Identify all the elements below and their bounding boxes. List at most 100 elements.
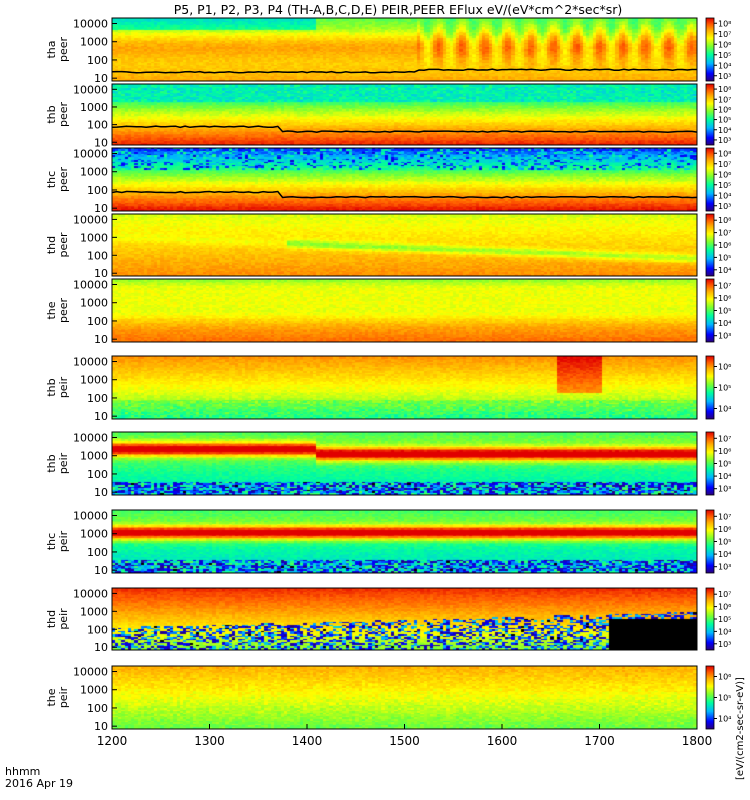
spectrogram-thd-peir [112, 588, 697, 650]
panel-label-thb-peir-2: thbpeir [45, 452, 70, 474]
panel-frame-thb-peir [111, 355, 698, 420]
panel-label-the-peer: thepeer [45, 298, 70, 324]
spectrogram-the-peer [112, 279, 697, 342]
colorbar-tick-label-thc-peir-2: 10⁵ [718, 538, 731, 547]
colorbar-tick-label-tha-peer-2: 10⁵ [718, 51, 731, 60]
panel-frame-thb-peir-2 [111, 431, 698, 496]
y-tick-label-thb-peir-10: 10 [94, 410, 108, 423]
y-tick-label-thb-peir-2-10000: 10000 [73, 431, 108, 444]
y-tick-label-the-peer-10: 10 [94, 333, 108, 346]
colorbar-tick-label-thb-peir-2-0: 10³ [718, 485, 731, 494]
colorbar-tick-label-thd-peir-0: 10³ [718, 640, 731, 649]
colorbar-tha-peer [705, 17, 715, 82]
spectrogram-thc-peer [112, 148, 697, 211]
y-tick-label-thc-peer-10: 10 [94, 202, 108, 215]
y-tick-label-thd-peir-1000: 1000 [80, 605, 108, 618]
spectrogram-thb-peer [112, 84, 697, 145]
x-axis: 1200 1300 1400 1500 1600 1700 1800 [97, 724, 713, 748]
y-tick-label-thd-peir-10000: 10000 [73, 587, 108, 600]
colorbar-thb-peer [705, 83, 715, 146]
colorbar-tick-label-thb-peer-0: 10³ [718, 136, 731, 145]
colorbar-tick-label-the-peer-0: 10³ [718, 332, 731, 341]
panel-label-tha-peer: thapeer [45, 37, 70, 63]
colorbar-tick-label-thb-peir-1: 10⁵ [718, 384, 731, 393]
y-tick-label-the-peir-10: 10 [94, 720, 108, 733]
colorbar-tick-label-thb-peer-4: 10⁷ [718, 95, 731, 104]
colorbar-tick-label-thc-peir-3: 10⁶ [718, 525, 731, 534]
colorbar-the-peir [705, 665, 715, 730]
y-tick-label-thd-peer-10: 10 [94, 267, 108, 280]
panel-label-the-peir: thepeir [45, 686, 70, 708]
y-tick-label-thb-peir-2-1000: 1000 [80, 450, 108, 463]
x-tick-label-1800: 1800 [682, 734, 713, 748]
y-tick-label-tha-peer-1000: 1000 [80, 36, 108, 49]
colorbar-tick-label-thb-peir-2-2: 10⁵ [718, 460, 731, 469]
colorbar-tick-label-thb-peir-0: 10⁴ [718, 405, 731, 414]
colorbar-tick-label-thc-peer-0: 10³ [718, 202, 731, 211]
colorbar-tick-label-thb-peer-5: 10⁸ [718, 85, 731, 94]
colorbar-thd-peir [705, 587, 715, 651]
y-tick-label-thb-peir-100: 100 [87, 392, 108, 405]
colorbar-tick-label-thc-peir-0: 10³ [718, 563, 731, 572]
colorbar-tick-label-thd-peir-1: 10⁴ [718, 627, 731, 636]
panel-frame-thd-peir [111, 587, 698, 651]
x-axis-label-date: 2016 Apr 19 [5, 777, 73, 790]
overlay-line-tha-peer [111, 68, 697, 74]
panel-frame-tha-peer [111, 17, 698, 82]
x-tick-label-1700: 1700 [584, 734, 615, 748]
x-axis-label-hhmm: hhmm [5, 765, 40, 778]
colorbar-tick-label-thd-peir-4: 10⁷ [718, 590, 731, 599]
colorbar-tick-label-thb-peer-2: 10⁵ [718, 116, 731, 125]
y-tick-label-thb-peir-1000: 1000 [80, 374, 108, 387]
spectrogram-thd-peer [112, 214, 697, 276]
colorbar-thb-peir-2 [705, 431, 715, 496]
y-tick-label-thd-peer-100: 100 [87, 249, 108, 262]
colorbar-tick-label-the-peer-3: 10⁶ [718, 294, 731, 303]
colorbar-tick-label-thc-peer-1: 10⁴ [718, 191, 731, 200]
y-tick-label-thb-peer-100: 100 [87, 119, 108, 132]
panel-label-thd-peir: thdpeir [45, 608, 70, 630]
spectrogram-thb-peir-2 [112, 432, 697, 495]
colorbar-units-label: [eV/(cm2-sec-sr-eV)] [735, 677, 746, 780]
y-tick-label-the-peer-10000: 10000 [73, 278, 108, 291]
x-tick-label-1600: 1600 [487, 734, 518, 748]
y-tick-label-thd-peer-1000: 1000 [80, 231, 108, 244]
y-tick-label-thb-peer-1000: 1000 [80, 101, 108, 114]
panel-frame-thb-peer [111, 83, 698, 146]
y-tick-label-thd-peir-100: 100 [87, 623, 108, 636]
colorbar-tick-label-the-peir-2: 10⁶ [718, 673, 731, 682]
colorbar-tick-label-the-peir-1: 10⁵ [718, 694, 731, 703]
x-tick-label-1200: 1200 [97, 734, 128, 748]
overlay-line-thc-peer [111, 190, 698, 199]
y-tick-label-the-peir-10000: 10000 [73, 665, 108, 678]
y-tick-label-thc-peer-100: 100 [87, 184, 108, 197]
spectrogram-tha-peer [112, 18, 697, 81]
colorbar-tick-label-thd-peer-1: 10⁵ [718, 253, 731, 262]
colorbar-tick-label-thc-peir-1: 10⁴ [718, 550, 731, 559]
colorbar-tick-label-the-peer-4: 10⁷ [718, 281, 731, 290]
panel-label-thd-peer: thdpeer [45, 232, 70, 258]
colorbar-tick-label-thb-peer-3: 10⁶ [718, 105, 731, 114]
colorbar-tick-label-thc-peir-4: 10⁷ [718, 512, 731, 521]
panel-frame-thc-peer [111, 147, 698, 212]
colorbar-tick-label-thd-peir-2: 10⁵ [718, 615, 731, 624]
panel-frame-thd-peer [111, 213, 698, 277]
colorbar-tick-label-the-peer-2: 10⁵ [718, 307, 731, 316]
colorbar-tick-label-thc-peer-4: 10⁷ [718, 160, 731, 169]
y-tick-label-tha-peer-100: 100 [87, 54, 108, 67]
chart-title: P5, P1, P2, P3, P4 (TH-A,B,C,D,E) PEIR,P… [174, 2, 623, 17]
colorbar-tick-label-thd-peer-0: 10⁴ [718, 266, 731, 275]
colorbar-thc-peir [705, 509, 715, 574]
colorbar-tick-label-tha-peer-5: 10⁸ [718, 19, 731, 28]
y-tick-label-thc-peir-1000: 1000 [80, 528, 108, 541]
y-tick-label-tha-peer-10000: 10000 [73, 17, 108, 30]
colorbar-tick-label-thb-peer-1: 10⁴ [718, 126, 731, 135]
panels-group: 10100100010000thapeer10³10⁴10⁵10⁶10⁷10⁸1… [45, 17, 731, 733]
spectrogram-thc-peir [112, 510, 697, 573]
